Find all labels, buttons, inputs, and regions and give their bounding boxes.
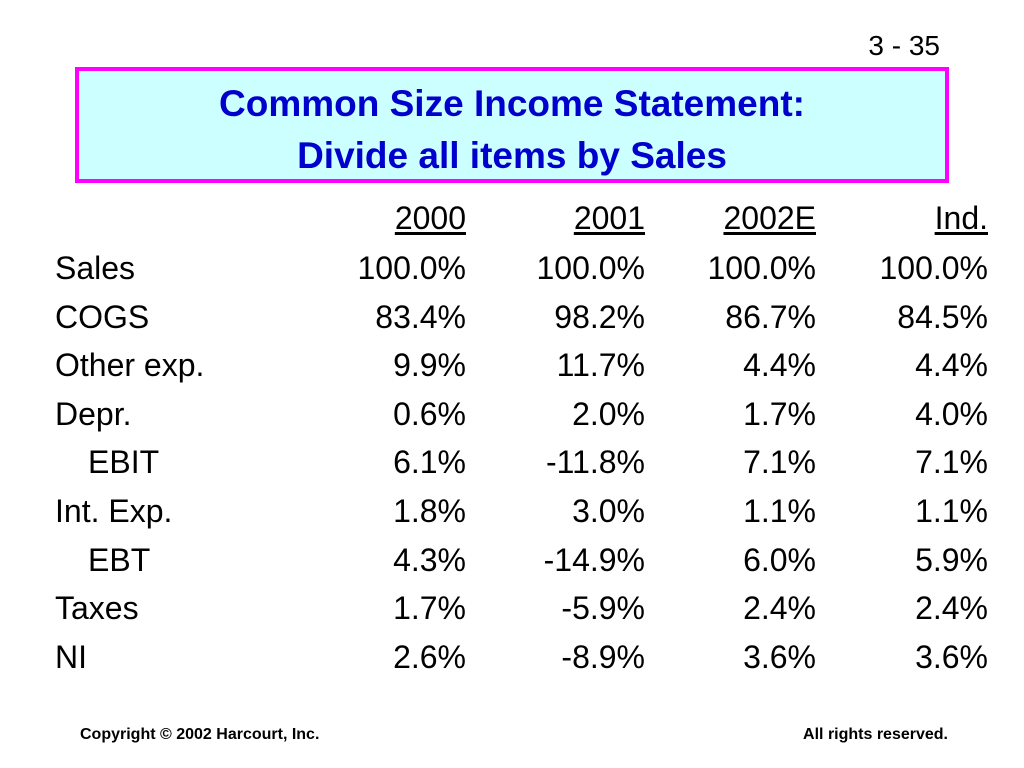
table-cell: 4.3% <box>393 541 466 578</box>
table-cell: 2.4% <box>743 590 816 627</box>
table-cell: 7.1% <box>743 444 816 481</box>
table-cell: 100.0% <box>357 250 466 286</box>
table-cell: 1.8% <box>393 493 466 529</box>
row-label: Int. Exp. <box>55 493 173 529</box>
table-cell: 2.4% <box>915 590 988 627</box>
table-cell: 4.4% <box>915 347 988 384</box>
table-cell: 3.6% <box>915 638 988 675</box>
table-cell: 98.2% <box>554 298 645 335</box>
table-cell: 5.9% <box>915 541 988 578</box>
row-label: NI <box>55 638 87 675</box>
table-cell: 6.0% <box>743 541 816 578</box>
table-cell: 0.6% <box>393 395 466 432</box>
title-box: Common Size Income Statement: Divide all… <box>75 67 949 183</box>
table-cell: 2.0% <box>572 395 645 432</box>
table-cell: 1.7% <box>393 590 466 627</box>
table-cell: 3.6% <box>743 638 816 675</box>
title-line: Divide all items by Sales <box>297 135 727 176</box>
table-cell: 3.0% <box>572 493 645 529</box>
column-header: 2000 <box>394 200 466 236</box>
table-cell: 4.0% <box>915 395 988 432</box>
row-label: Taxes <box>55 590 139 627</box>
row-label: Depr. <box>55 395 132 432</box>
table-cell: 84.5% <box>897 298 988 335</box>
table-cell: -14.9% <box>543 541 645 578</box>
table-cell: -5.9% <box>561 590 645 627</box>
table-cell: 1.7% <box>743 395 816 432</box>
table-cell: 100.0% <box>879 250 988 286</box>
column-header: 2002E <box>723 200 816 236</box>
table-cell: 6.1% <box>393 444 466 481</box>
table-cell: 7.1% <box>915 444 988 481</box>
column-header: 2001 <box>573 200 645 236</box>
table-cell: 100.0% <box>707 250 816 286</box>
row-label: EBIT <box>88 444 160 481</box>
footer-right: All rights reserved. <box>803 726 948 743</box>
title-line: Common Size Income Statement: <box>219 83 805 124</box>
table-cell: 83.4% <box>375 298 466 335</box>
table-cell: 1.1% <box>743 493 816 529</box>
table-cell: 9.9% <box>393 347 466 384</box>
column-header: Ind. <box>934 200 988 236</box>
table-cell: 100.0% <box>536 250 645 286</box>
slide-number: 3 - 35 <box>868 30 940 61</box>
table-cell: 86.7% <box>725 298 816 335</box>
row-label: EBT <box>88 541 151 578</box>
row-label: Other exp. <box>55 347 205 384</box>
table-cell: -11.8% <box>545 444 645 481</box>
table-cell: 11.7% <box>556 347 645 384</box>
table-cell: -8.9% <box>561 638 645 675</box>
table-cell: 1.1% <box>915 493 988 529</box>
row-label: COGS <box>55 298 150 335</box>
table-cell: 2.6% <box>393 638 466 675</box>
row-label: Sales <box>55 250 136 286</box>
footer-left: Copyright © 2002 Harcourt, Inc. <box>80 726 320 743</box>
table-cell: 4.4% <box>743 347 816 384</box>
